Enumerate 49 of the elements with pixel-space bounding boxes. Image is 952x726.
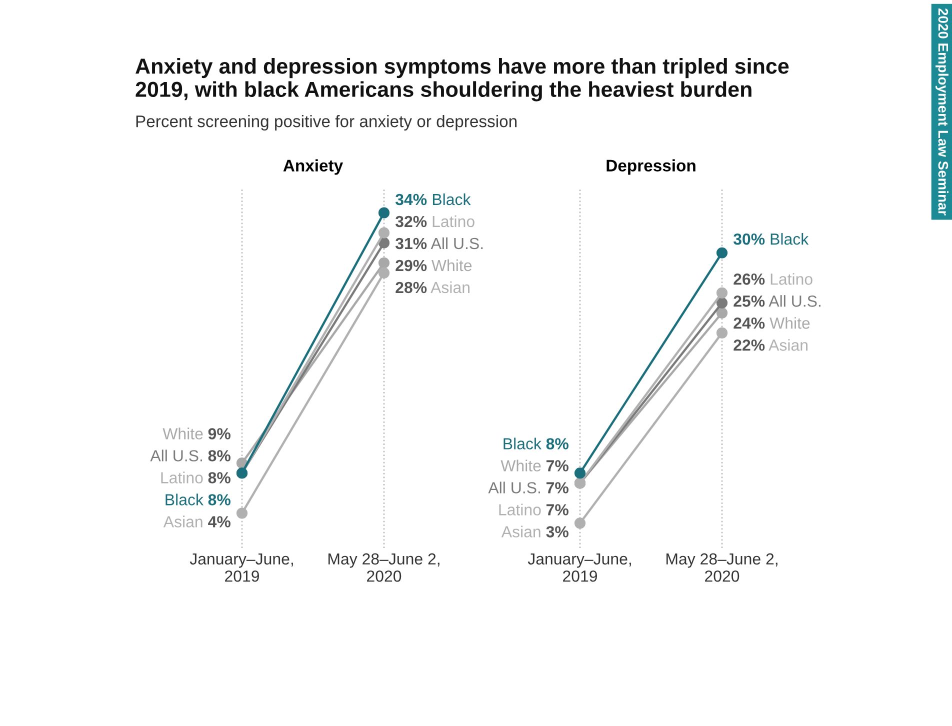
data-label: 34%	[395, 194, 427, 206]
data-label: 8%	[546, 438, 568, 450]
text: Black	[432, 193, 471, 206]
data-label: 32%	[395, 216, 427, 228]
chart-title: Anxiety	[283, 159, 344, 175]
data-label: 30%	[733, 233, 765, 245]
text: All U.S.	[150, 450, 202, 462]
text: Black	[504, 438, 542, 450]
data-label: 7%	[546, 482, 568, 494]
x-tick-label: January–June, 2019	[190, 553, 293, 582]
data-label: 7%	[546, 460, 568, 472]
data-label: 31%	[395, 238, 427, 250]
x-tick-label: May 28–June 2, 2020	[328, 553, 440, 582]
data-label: 8%	[208, 472, 230, 484]
data-label: 26%	[734, 274, 765, 285]
data-label: 7%	[546, 504, 568, 516]
text: 2020 Employment Law Seminar	[936, 8, 948, 216]
data-label: 22%	[734, 340, 765, 351]
data-label: 24%	[734, 318, 765, 329]
text: Anxiety and depression symptoms have more than tripled since 2019, with black Americans shouldering the heaviest burden	[136, 58, 789, 102]
data-label: 4%	[208, 516, 230, 528]
text: White	[500, 460, 541, 472]
text: Asian	[768, 339, 808, 351]
text: Black	[770, 233, 809, 245]
text: All U.S.	[768, 295, 820, 307]
text: Latino	[499, 504, 541, 516]
chart-title: Depression	[606, 159, 696, 175]
text: Asian	[430, 281, 470, 294]
text: Black	[166, 494, 204, 506]
x-tick-label: January–June, 2019	[528, 553, 631, 582]
data-label: 25%	[734, 296, 765, 307]
text: Asian	[163, 516, 202, 528]
text: White	[162, 428, 203, 440]
data-label: 3%	[546, 526, 568, 538]
text: Asian	[501, 526, 540, 538]
text: White	[770, 317, 810, 329]
text: Latino	[432, 215, 474, 228]
text: All U.S.	[430, 237, 483, 250]
data-label: 8%	[208, 450, 230, 462]
data-label: 28%	[396, 282, 427, 294]
text: Percent screening positive for anxiety or depression	[136, 115, 517, 131]
data-label: 9%	[208, 428, 230, 440]
data-label: 8%	[208, 494, 230, 506]
text: Latino	[770, 273, 812, 285]
text: Latino	[161, 472, 203, 484]
text: All U.S.	[488, 482, 540, 494]
x-tick-label: May 28–June 2, 2020	[666, 553, 778, 582]
text: White	[431, 259, 472, 272]
data-label: 29%	[396, 260, 427, 272]
